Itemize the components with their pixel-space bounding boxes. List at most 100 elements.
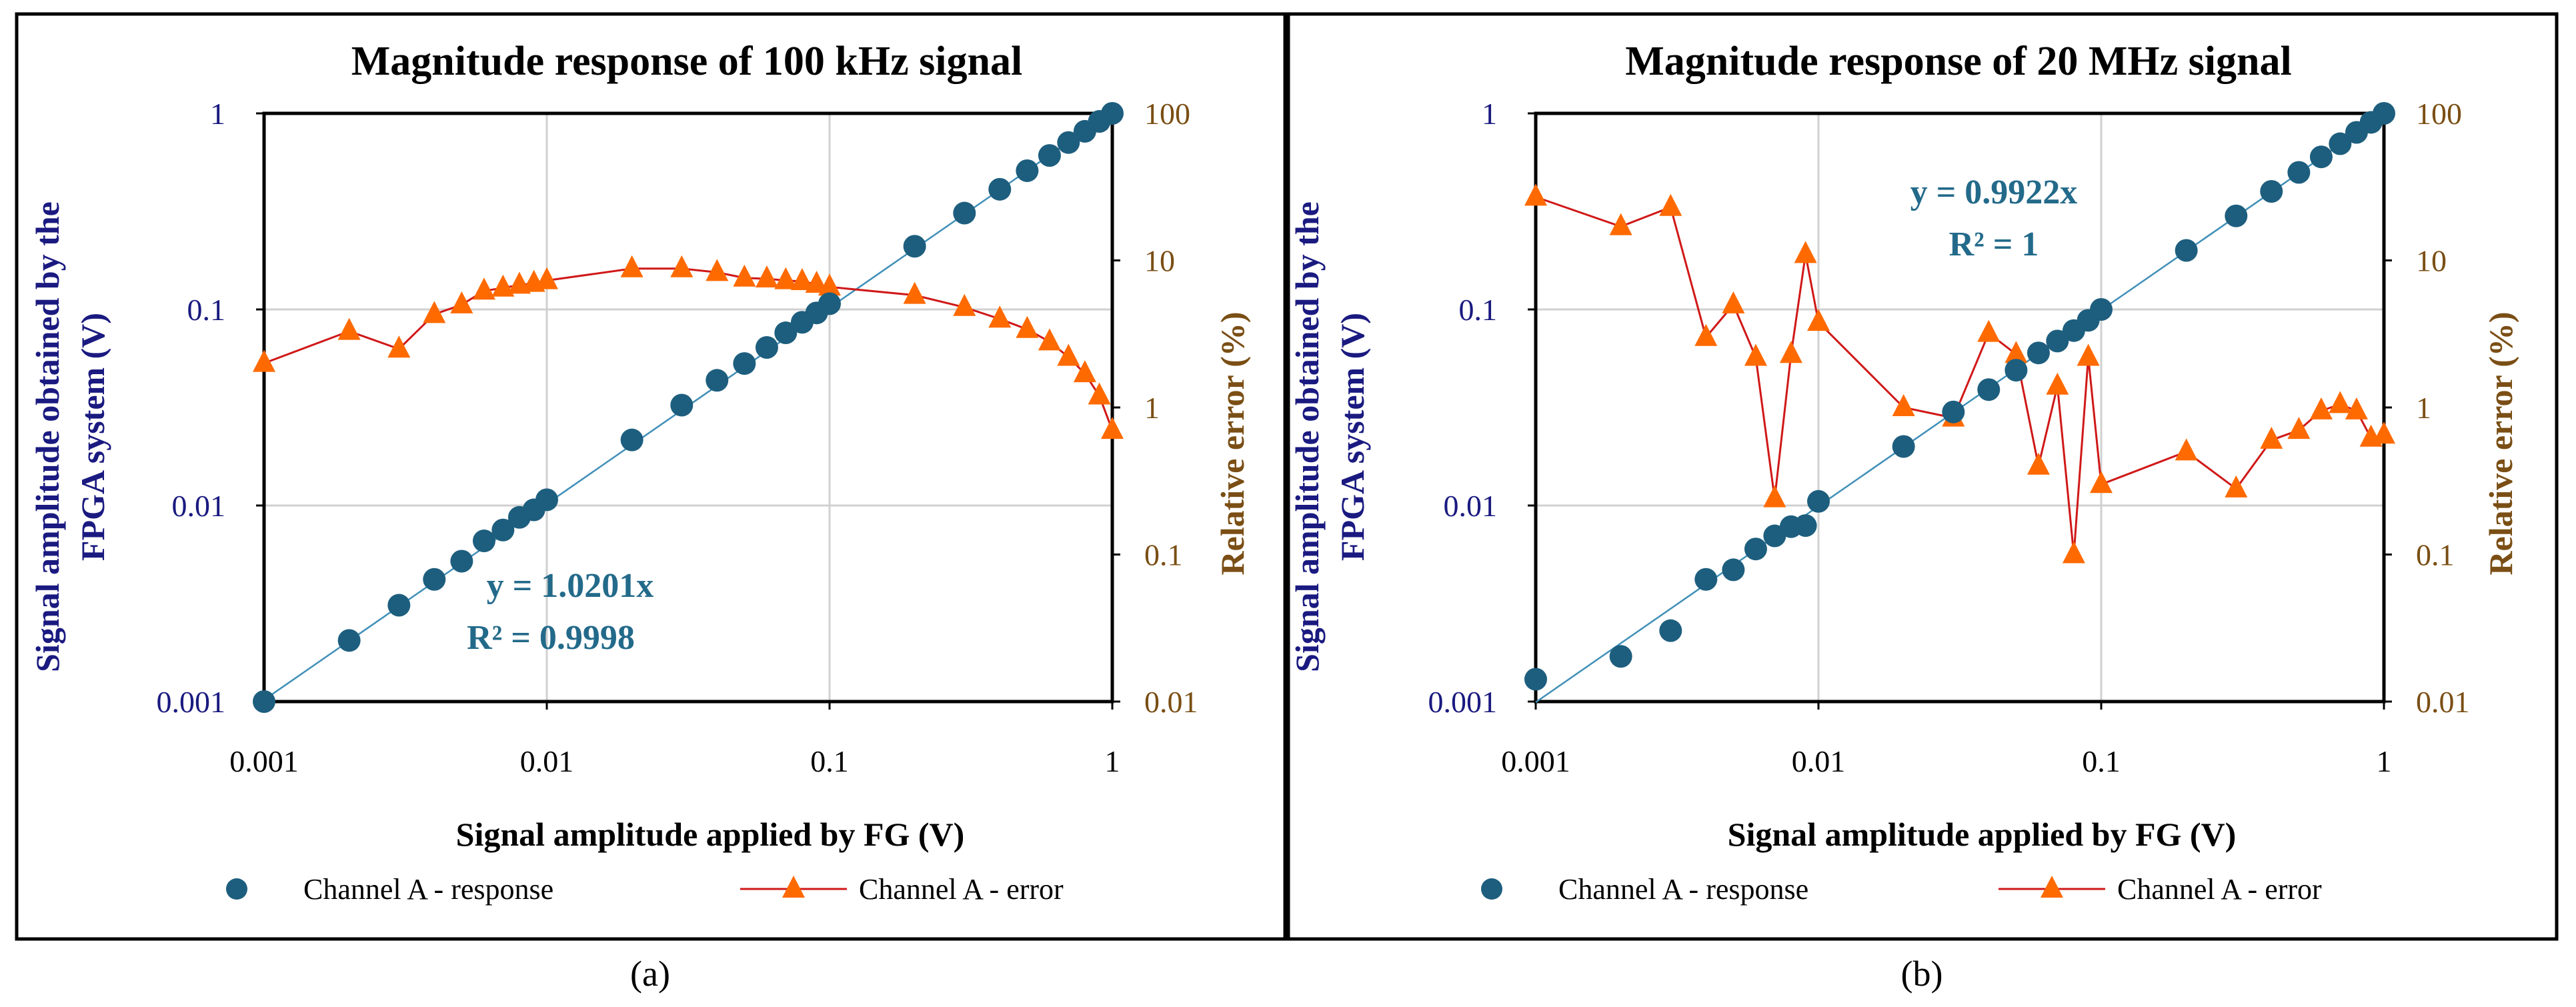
error-triangle-marker bbox=[1744, 343, 1767, 366]
panel-border bbox=[15, 12, 1287, 941]
error-triangle-marker bbox=[1722, 291, 1745, 313]
response-circle-marker bbox=[1016, 159, 1039, 182]
error-triangle-marker bbox=[387, 335, 411, 358]
error-triangle-marker bbox=[1038, 328, 1061, 351]
error-triangle-marker bbox=[337, 317, 361, 340]
response-circle-marker bbox=[2225, 204, 2248, 227]
response-circle-marker bbox=[535, 488, 558, 512]
response-circle-marker bbox=[670, 393, 694, 417]
legend: Channel A - response Channel A - error bbox=[226, 873, 1064, 906]
response-circle-marker bbox=[2260, 179, 2283, 203]
error-series-line bbox=[263, 267, 1114, 431]
response-circle-marker bbox=[1807, 489, 1830, 513]
response-circle-marker bbox=[1744, 538, 1767, 561]
response-circle-marker bbox=[1609, 645, 1632, 668]
x-tick-label: 0.001 bbox=[229, 744, 299, 778]
error-triangle-marker bbox=[1101, 417, 1124, 439]
legend-label-error: Channel A - error bbox=[859, 873, 1064, 906]
response-circle-marker bbox=[1659, 619, 1682, 642]
panel-border bbox=[1286, 12, 2559, 941]
response-circle-marker bbox=[1942, 400, 1965, 423]
error-triangle-marker bbox=[1694, 323, 1718, 346]
error-triangle-marker bbox=[706, 259, 729, 281]
y-axis-title: FPGA system (V) bbox=[74, 313, 111, 561]
x-tick-label: 1 bbox=[2377, 744, 2392, 778]
y2-axis-title: Relative error (%) bbox=[2482, 311, 2519, 575]
error-triangle-marker bbox=[2287, 417, 2311, 439]
panel-caption: (a) bbox=[630, 954, 670, 994]
error-triangle-marker bbox=[903, 281, 926, 304]
chart-panel-b: Magnitude response of 20 MHz signal 0.001… bbox=[1286, 12, 2559, 994]
legend-label-response: Channel A - response bbox=[303, 873, 553, 906]
error-triangle-marker bbox=[2046, 372, 2069, 395]
response-circle-marker bbox=[733, 352, 756, 375]
y-axis-title: FPGA system (V) bbox=[1334, 313, 1371, 561]
response-circle-marker bbox=[953, 201, 976, 225]
response-circle-marker bbox=[253, 690, 275, 713]
legend-circle-marker bbox=[1481, 878, 1502, 900]
error-triangle-marker bbox=[253, 349, 275, 372]
error-triangle-marker bbox=[450, 291, 473, 313]
response-circle-marker bbox=[988, 177, 1012, 201]
error-triangle-marker bbox=[535, 267, 558, 289]
y-tick-label: 0.1 bbox=[1459, 293, 1498, 327]
error-triangle-marker bbox=[818, 273, 841, 296]
y2-tick-label: 0.01 bbox=[2416, 685, 2470, 719]
panel-caption: (b) bbox=[1901, 954, 1943, 994]
response-circle-marker bbox=[491, 518, 515, 542]
x-tick-label: 0.1 bbox=[810, 744, 849, 778]
response-circle-marker bbox=[818, 292, 841, 315]
error-triangle-marker bbox=[755, 265, 778, 288]
error-triangle-marker bbox=[733, 264, 756, 287]
error-triangle-marker bbox=[988, 305, 1012, 328]
y2-tick-label: 10 bbox=[1144, 244, 1175, 278]
x-tick-label: 0.001 bbox=[1501, 744, 1570, 778]
y2-tick-label: 100 bbox=[2416, 97, 2462, 131]
legend-label-response: Channel A - response bbox=[1558, 873, 1808, 906]
response-circle-marker bbox=[1722, 558, 1745, 582]
y-axis-title: Signal amplitude obtained by the bbox=[29, 201, 66, 672]
response-circle-marker bbox=[1694, 568, 1718, 591]
error-triangle-marker bbox=[774, 267, 798, 289]
y-tick-label: 0.01 bbox=[172, 489, 226, 523]
response-circle-marker bbox=[387, 594, 411, 617]
response-circle-marker bbox=[2046, 329, 2069, 353]
response-circle-marker bbox=[903, 235, 926, 258]
response-circle-marker bbox=[1101, 102, 1124, 125]
error-triangle-marker bbox=[805, 271, 828, 293]
response-circle-marker bbox=[2027, 341, 2050, 365]
y-axis-title: Signal amplitude obtained by the bbox=[1288, 201, 1326, 672]
error-triangle-marker bbox=[953, 293, 976, 316]
response-circle-marker bbox=[2287, 161, 2311, 184]
y-tick-label: 0.1 bbox=[187, 293, 226, 327]
y-tick-label: 0.01 bbox=[1444, 489, 1498, 523]
response-circle-marker bbox=[2005, 359, 2028, 382]
response-circle-marker bbox=[472, 530, 495, 553]
error-triangle-marker bbox=[423, 301, 446, 323]
y2-tick-label: 1 bbox=[1144, 391, 1160, 425]
x-tick-label: 1 bbox=[1105, 744, 1120, 778]
error-triangle-marker bbox=[1794, 241, 1817, 263]
response-circle-marker bbox=[1794, 514, 1817, 538]
y2-tick-label: 0.01 bbox=[1144, 685, 1198, 719]
error-triangle-marker bbox=[670, 255, 694, 277]
error-triangle-marker bbox=[1892, 394, 1915, 416]
response-circle-marker bbox=[2373, 102, 2395, 125]
y-tick-label: 1 bbox=[1482, 97, 1497, 131]
chart-panel-a: Magnitude response of 100 kHz signal 0.00… bbox=[15, 12, 1287, 994]
error-triangle-marker bbox=[790, 267, 814, 290]
error-triangle-marker bbox=[2225, 475, 2248, 497]
legend-triangle-marker bbox=[782, 876, 805, 898]
error-triangle-marker bbox=[1524, 183, 1547, 206]
trendline-r-squared: R² = 1 bbox=[1949, 225, 2039, 263]
error-triangle-marker bbox=[472, 277, 495, 300]
error-triangle-marker bbox=[2027, 452, 2050, 475]
error-triangle-marker bbox=[2329, 391, 2352, 413]
error-triangle-marker bbox=[1977, 319, 2001, 342]
legend-triangle-marker bbox=[2041, 876, 2063, 898]
y-tick-label: 0.001 bbox=[1428, 685, 1498, 719]
response-circle-marker bbox=[2175, 239, 2198, 262]
y-tick-label: 0.001 bbox=[157, 685, 226, 719]
response-circle-marker bbox=[1038, 144, 1061, 167]
